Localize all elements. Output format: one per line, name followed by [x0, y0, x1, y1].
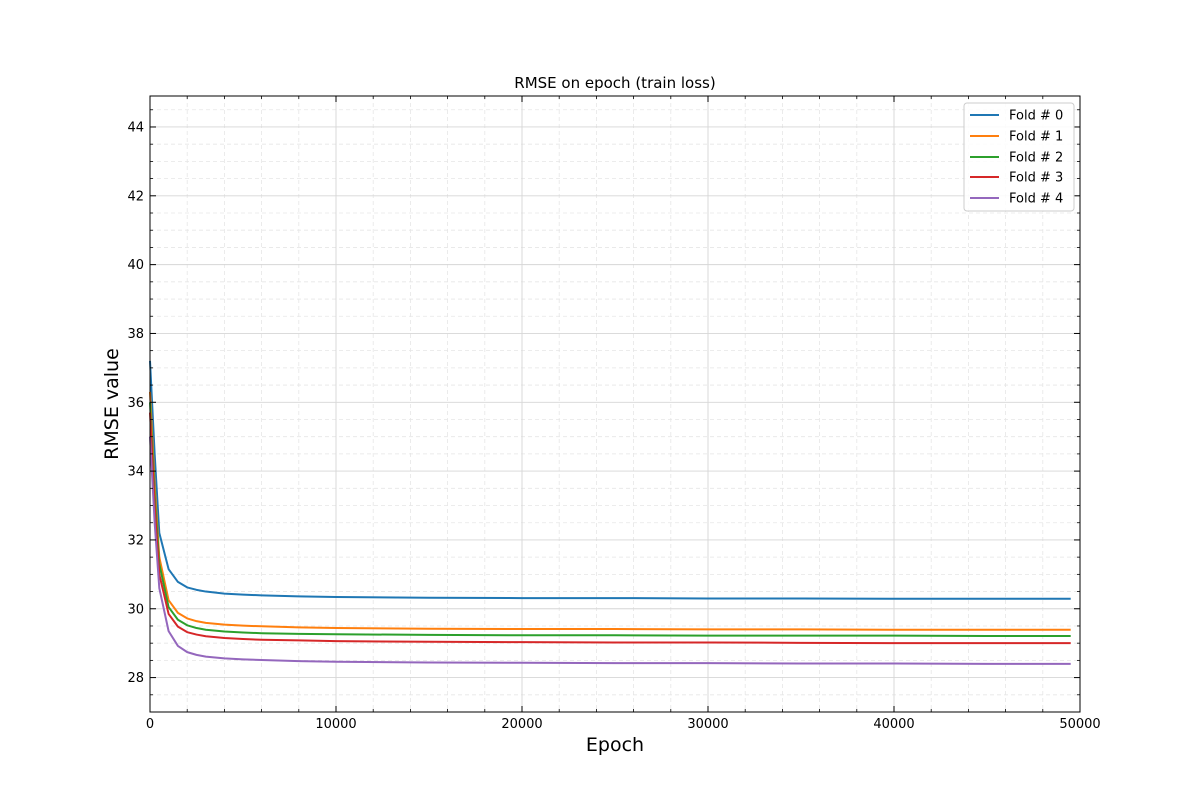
series-line-fold-4 — [149, 436, 1071, 665]
legend-entry: Fold # 3 — [970, 171, 1063, 186]
y-tick-label: 42 — [127, 189, 144, 204]
x-tick-label: 20000 — [501, 717, 542, 732]
legend-label: Fold # 2 — [1009, 151, 1063, 166]
legend-entry: Fold # 2 — [970, 151, 1063, 166]
x-tick-label: 0 — [146, 717, 154, 732]
plot-frame — [149, 95, 1081, 713]
legend-entry: Fold # 4 — [970, 192, 1063, 207]
legend-box — [963, 102, 1075, 212]
x-tick-label: 40000 — [873, 717, 914, 732]
y-axis-title: RMSE value — [101, 348, 123, 460]
series-line-fold-2 — [149, 402, 1071, 637]
x-tick-label: 30000 — [687, 717, 728, 732]
y-tick-label: 34 — [127, 465, 144, 480]
y-tick-label: 28 — [127, 671, 144, 686]
legend-label: Fold # 4 — [1009, 192, 1063, 207]
series-line-fold-3 — [149, 412, 1071, 645]
series-line-fold-0 — [149, 360, 1071, 600]
series-line-fold-1 — [149, 391, 1071, 631]
legend-label: Fold # 1 — [1009, 130, 1063, 145]
legend: Fold # 0 Fold # 1 Fold # 2 Fold # 3 Fold… — [963, 102, 1075, 212]
x-tick-label: 10000 — [315, 717, 356, 732]
y-tick-label: 30 — [127, 602, 144, 617]
y-tick-label: 32 — [127, 533, 144, 548]
major-grid — [149, 96, 1081, 712]
y-tick-label: 36 — [127, 396, 144, 411]
y-tick-label: 44 — [127, 120, 144, 135]
ticks-layer — [149, 96, 1081, 713]
x-axis-title: Epoch — [586, 734, 644, 756]
y-tick-labels: 28 30 32 34 36 38 40 42 44 — [127, 120, 144, 686]
x-tick-labels: 0 10000 20000 30000 40000 50000 — [146, 717, 1101, 732]
legend-label: Fold # 0 — [1009, 109, 1063, 124]
y-tick-label: 40 — [127, 258, 144, 273]
x-tick-label: 50000 — [1059, 717, 1100, 732]
chart-title: RMSE on epoch (train loss) — [514, 74, 715, 92]
legend-label: Fold # 3 — [1009, 171, 1063, 186]
minor-grid — [150, 96, 1080, 713]
series-layer — [149, 360, 1071, 665]
y-tick-label: 38 — [127, 327, 144, 342]
legend-entry: Fold # 0 — [970, 109, 1063, 124]
legend-entry: Fold # 1 — [970, 130, 1063, 145]
